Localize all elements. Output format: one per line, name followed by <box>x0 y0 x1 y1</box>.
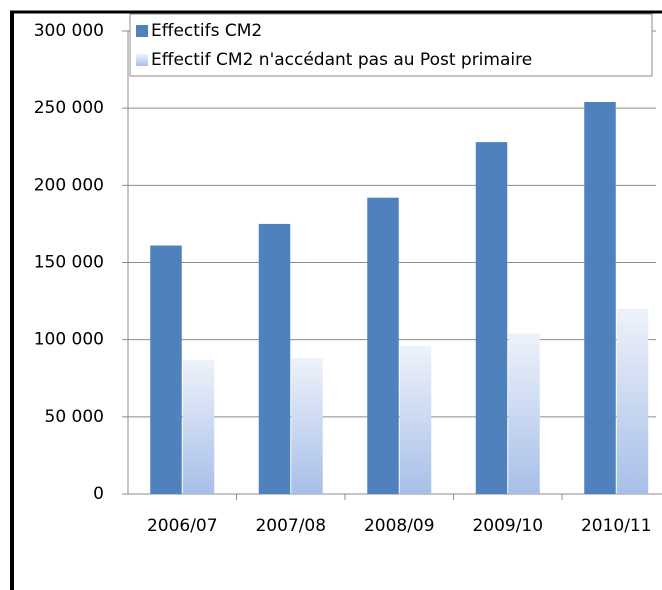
bar <box>475 142 508 494</box>
bar <box>508 333 540 494</box>
y-tick-label: 200 000 <box>34 175 104 195</box>
bar <box>291 358 323 494</box>
x-tick-label: 2006/07 <box>147 516 218 536</box>
bar <box>182 359 215 494</box>
x-tick-label: 2008/09 <box>364 516 435 536</box>
y-tick-label: 150 000 <box>34 253 104 273</box>
y-tick-label: 300 000 <box>34 21 104 41</box>
x-tick-label: 2009/10 <box>472 516 543 536</box>
bar <box>258 223 291 494</box>
legend-label: Effectifs CM2 <box>151 21 262 41</box>
y-tick-label: 0 <box>93 484 104 504</box>
bar <box>150 245 182 494</box>
x-tick-label: 2010/11 <box>581 516 652 536</box>
bar <box>616 308 649 494</box>
legend-box <box>129 13 653 77</box>
legend-swatch <box>136 25 148 37</box>
y-tick-label: 250 000 <box>34 98 104 118</box>
bar <box>367 197 399 494</box>
bar <box>584 101 616 494</box>
bar <box>399 345 432 494</box>
legend-label: Effectif CM2 n'accédant pas au Post prim… <box>151 50 532 70</box>
y-tick-label: 50 000 <box>45 407 104 427</box>
y-tick-label: 100 000 <box>34 330 104 350</box>
legend-swatch <box>136 54 148 66</box>
x-tick-label: 2007/08 <box>255 516 326 536</box>
